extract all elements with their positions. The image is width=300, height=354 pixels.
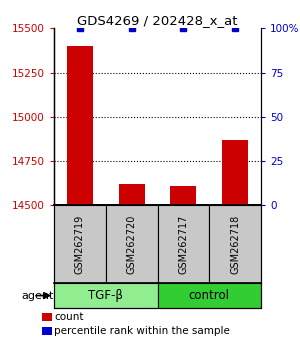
Text: control: control — [189, 289, 230, 302]
Bar — [158, 205, 209, 283]
Title: GDS4269 / 202428_x_at: GDS4269 / 202428_x_at — [77, 14, 238, 27]
Bar — [54, 205, 106, 283]
Text: agent: agent — [22, 291, 54, 301]
Text: percentile rank within the sample: percentile rank within the sample — [54, 326, 230, 336]
Bar — [119, 184, 145, 205]
Text: GSM262720: GSM262720 — [127, 215, 136, 274]
Bar — [158, 283, 261, 308]
Bar — [67, 46, 93, 205]
Text: GSM262717: GSM262717 — [178, 215, 188, 274]
Bar — [170, 186, 196, 205]
Text: count: count — [54, 312, 83, 322]
Text: TGF-β: TGF-β — [88, 289, 123, 302]
Text: GSM262719: GSM262719 — [75, 215, 85, 274]
Bar — [106, 205, 158, 283]
Text: GSM262718: GSM262718 — [230, 215, 240, 274]
Bar — [209, 205, 261, 283]
Bar — [54, 283, 158, 308]
Bar — [222, 140, 248, 205]
